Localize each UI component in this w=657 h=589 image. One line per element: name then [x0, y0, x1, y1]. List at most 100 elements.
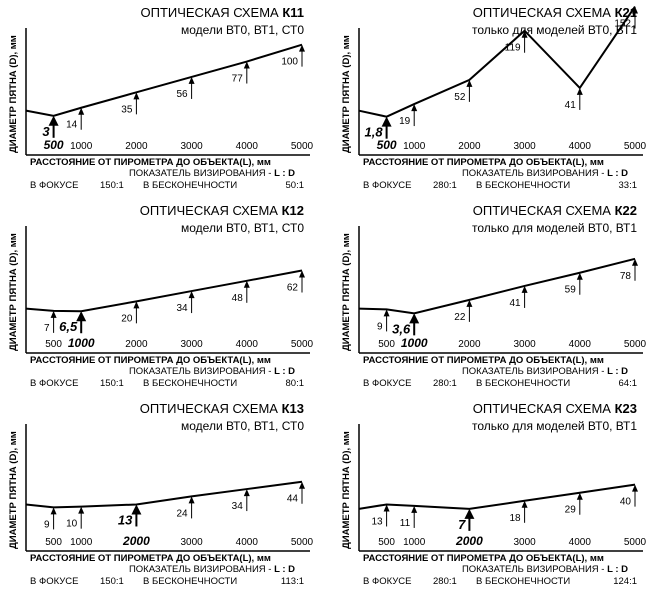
- x-tick-label: 500: [44, 138, 64, 152]
- spot-size-label: 7: [458, 517, 466, 532]
- spot-size-label: 19: [399, 116, 411, 127]
- y-axis-label: ДИАМЕТР ПЯТНА (D), мм: [8, 35, 19, 153]
- spot-size-label: 14: [66, 120, 78, 131]
- x-tick-label: 4000: [236, 339, 259, 350]
- arrow-head-icon: [381, 116, 392, 127]
- arrow-head-icon: [576, 87, 583, 95]
- arrow-head-icon: [383, 309, 390, 317]
- spot-size-label: 78: [620, 271, 632, 282]
- spot-size-label: 152: [614, 19, 631, 30]
- chart-subtitle: модели ВТ0, ВТ1, СТ0: [181, 221, 304, 235]
- spot-size-label: 100: [281, 57, 298, 68]
- spot-size-line: [25, 480, 303, 509]
- arrow-head-icon: [48, 115, 59, 126]
- x-tick-label: 5000: [624, 537, 647, 548]
- spot-size-label: 44: [287, 494, 299, 505]
- x-tick-label: 1000: [401, 336, 428, 350]
- arrow-head-icon: [299, 481, 305, 489]
- spot-size-label: 48: [232, 293, 244, 304]
- infinity-label: В БЕСКОНЕЧНОСТИ: [143, 180, 237, 191]
- x-tick-label: 4000: [236, 141, 259, 152]
- spot-size-label: 52: [454, 92, 466, 103]
- ratio-caption: ПОКАЗАТЕЛЬ ВИЗИРОВАНИЯ - L : D: [129, 168, 295, 179]
- arrow-head-icon: [133, 301, 140, 309]
- arrow-head-icon: [50, 507, 57, 515]
- spot-size-label: 3: [42, 124, 50, 139]
- chart-panel-К21: ОПТИЧЕСКАЯ СХЕМА К21 только для моделей В…: [341, 5, 647, 191]
- x-tick-label: 3000: [513, 141, 536, 152]
- arrow-head-icon: [409, 313, 420, 324]
- x-tick-label: 5000: [624, 141, 647, 152]
- arrow-head-icon: [133, 92, 140, 100]
- arrow-head-icon: [576, 272, 583, 280]
- arrow-head-icon: [78, 506, 85, 514]
- infinity-label: В БЕСКОНЕЧНОСТИ: [476, 378, 570, 389]
- focus-label: В ФОКУСЕ: [363, 180, 411, 191]
- spot-size-label: 11: [400, 518, 411, 529]
- ratio-caption: ПОКАЗАТЕЛЬ ВИЗИРОВАНИЯ - L : D: [129, 564, 295, 575]
- chart-title: ОПТИЧЕСКАЯ СХЕМА К12: [140, 203, 304, 218]
- spot-size-label: 40: [620, 497, 632, 508]
- arrow-head-icon: [466, 79, 473, 87]
- arrow-head-icon: [299, 270, 305, 278]
- x-tick-label: 2000: [125, 339, 148, 350]
- focus-label: В ФОКУСЕ: [30, 378, 78, 389]
- x-axis-label: РАССТОЯНИЕ ОТ ПИРОМЕТРА ДО ОБЪЕКТА(L), м…: [30, 553, 271, 564]
- spot-size-label: 22: [454, 312, 466, 323]
- ratio-caption: ПОКАЗАТЕЛЬ ВИЗИРОВАНИЯ - L : D: [462, 168, 628, 179]
- spot-size-label: 7: [44, 323, 50, 334]
- x-tick-label: 4000: [569, 141, 592, 152]
- x-tick-label: 3000: [180, 339, 203, 350]
- chart-panel-К13: ОПТИЧЕСКАЯ СХЕМА К13 модели ВТ0, ВТ1, СТ0…: [8, 401, 314, 587]
- spot-size-label: 59: [565, 285, 577, 296]
- spot-size-label: 56: [176, 89, 188, 100]
- chart-panel-К11: ОПТИЧЕСКАЯ СХЕМА К11 модели ВТ0, ВТ1, СТ0…: [8, 5, 314, 191]
- arrow-head-icon: [188, 291, 195, 299]
- spot-size-label: 29: [565, 505, 577, 516]
- x-tick-label: 4000: [569, 537, 592, 548]
- arrow-head-icon: [632, 258, 638, 266]
- infinity-ratio: 124:1: [613, 576, 637, 587]
- x-tick-label: 3000: [180, 537, 203, 548]
- x-tick-label: 500: [378, 339, 395, 350]
- y-axis-label: ДИАМЕТР ПЯТНА (D), мм: [341, 431, 352, 549]
- y-axis-label: ДИАМЕТР ПЯТНА (D), мм: [341, 233, 352, 351]
- arrow-head-icon: [50, 310, 57, 318]
- arrow-head-icon: [299, 44, 305, 52]
- chart-title: ОПТИЧЕСКАЯ СХЕМА К13: [140, 401, 304, 416]
- x-axis-label: РАССТОЯНИЕ ОТ ПИРОМЕТРА ДО ОБЪЕКТА(L), м…: [30, 157, 271, 168]
- arrow-head-icon: [188, 496, 195, 504]
- spot-size-line: [25, 43, 303, 117]
- spot-size-label: 34: [176, 303, 188, 314]
- chart-panel-К12: ОПТИЧЕСКАЯ СХЕМА К12 модели ВТ0, ВТ1, СТ0…: [8, 203, 314, 389]
- focus-ratio: 150:1: [100, 378, 124, 389]
- x-tick-label: 2000: [458, 141, 481, 152]
- arrow-head-icon: [632, 6, 638, 14]
- spot-size-label: 34: [232, 501, 244, 512]
- arrow-head-icon: [78, 107, 85, 115]
- x-tick-label: 500: [45, 339, 62, 350]
- arrow-head-icon: [383, 504, 390, 512]
- infinity-ratio: 113:1: [281, 576, 304, 587]
- x-tick-label: 500: [377, 138, 397, 152]
- spot-size-label: 119: [505, 43, 521, 54]
- arrow-head-icon: [188, 76, 195, 84]
- x-tick-label: 2000: [458, 339, 481, 350]
- focus-ratio: 150:1: [100, 180, 124, 191]
- chart-panel-К23: ОПТИЧЕСКАЯ СХЕМА К23 только для моделей В…: [341, 401, 647, 587]
- arrow-head-icon: [243, 61, 250, 69]
- chart-subtitle: только для моделей ВТ0, ВТ1: [472, 221, 637, 235]
- spot-size-label: 3,6: [392, 321, 411, 336]
- arrow-head-icon: [243, 280, 250, 288]
- x-tick-label: 5000: [291, 339, 314, 350]
- focus-ratio: 150:1: [100, 576, 124, 587]
- spot-size-label: 62: [287, 283, 299, 294]
- spot-size-label: 1,8: [365, 125, 384, 140]
- arrow-head-icon: [521, 500, 528, 508]
- arrow-head-icon: [76, 311, 87, 322]
- chart-subtitle: только для моделей ВТ0, ВТ1: [472, 419, 637, 433]
- focus-label: В ФОКУСЕ: [363, 378, 411, 389]
- infinity-ratio: 33:1: [619, 180, 638, 191]
- x-tick-label: 2000: [455, 534, 483, 548]
- x-tick-label: 1000: [403, 537, 426, 548]
